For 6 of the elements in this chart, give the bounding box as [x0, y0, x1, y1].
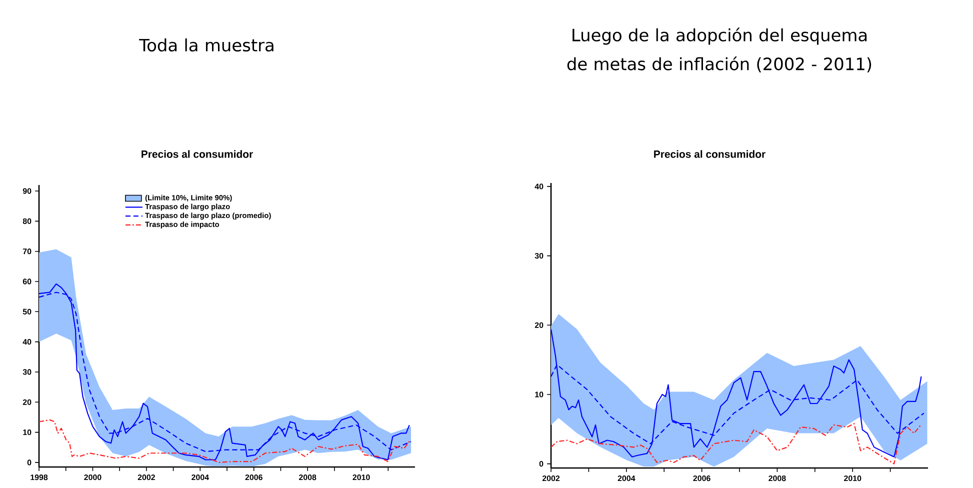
- line-series: [550, 423, 922, 464]
- chart-title: Luego de la adopción del esquema de metas de inflación (2002 - 2011): [567, 28, 872, 72]
- chart-subtitle: Precios al consumidor: [142, 150, 253, 158]
- chart-title: Toda la muestra: [139, 38, 274, 52]
- line-series: [550, 328, 922, 458]
- chart-subtitle: Precios al consumidor: [654, 150, 766, 158]
